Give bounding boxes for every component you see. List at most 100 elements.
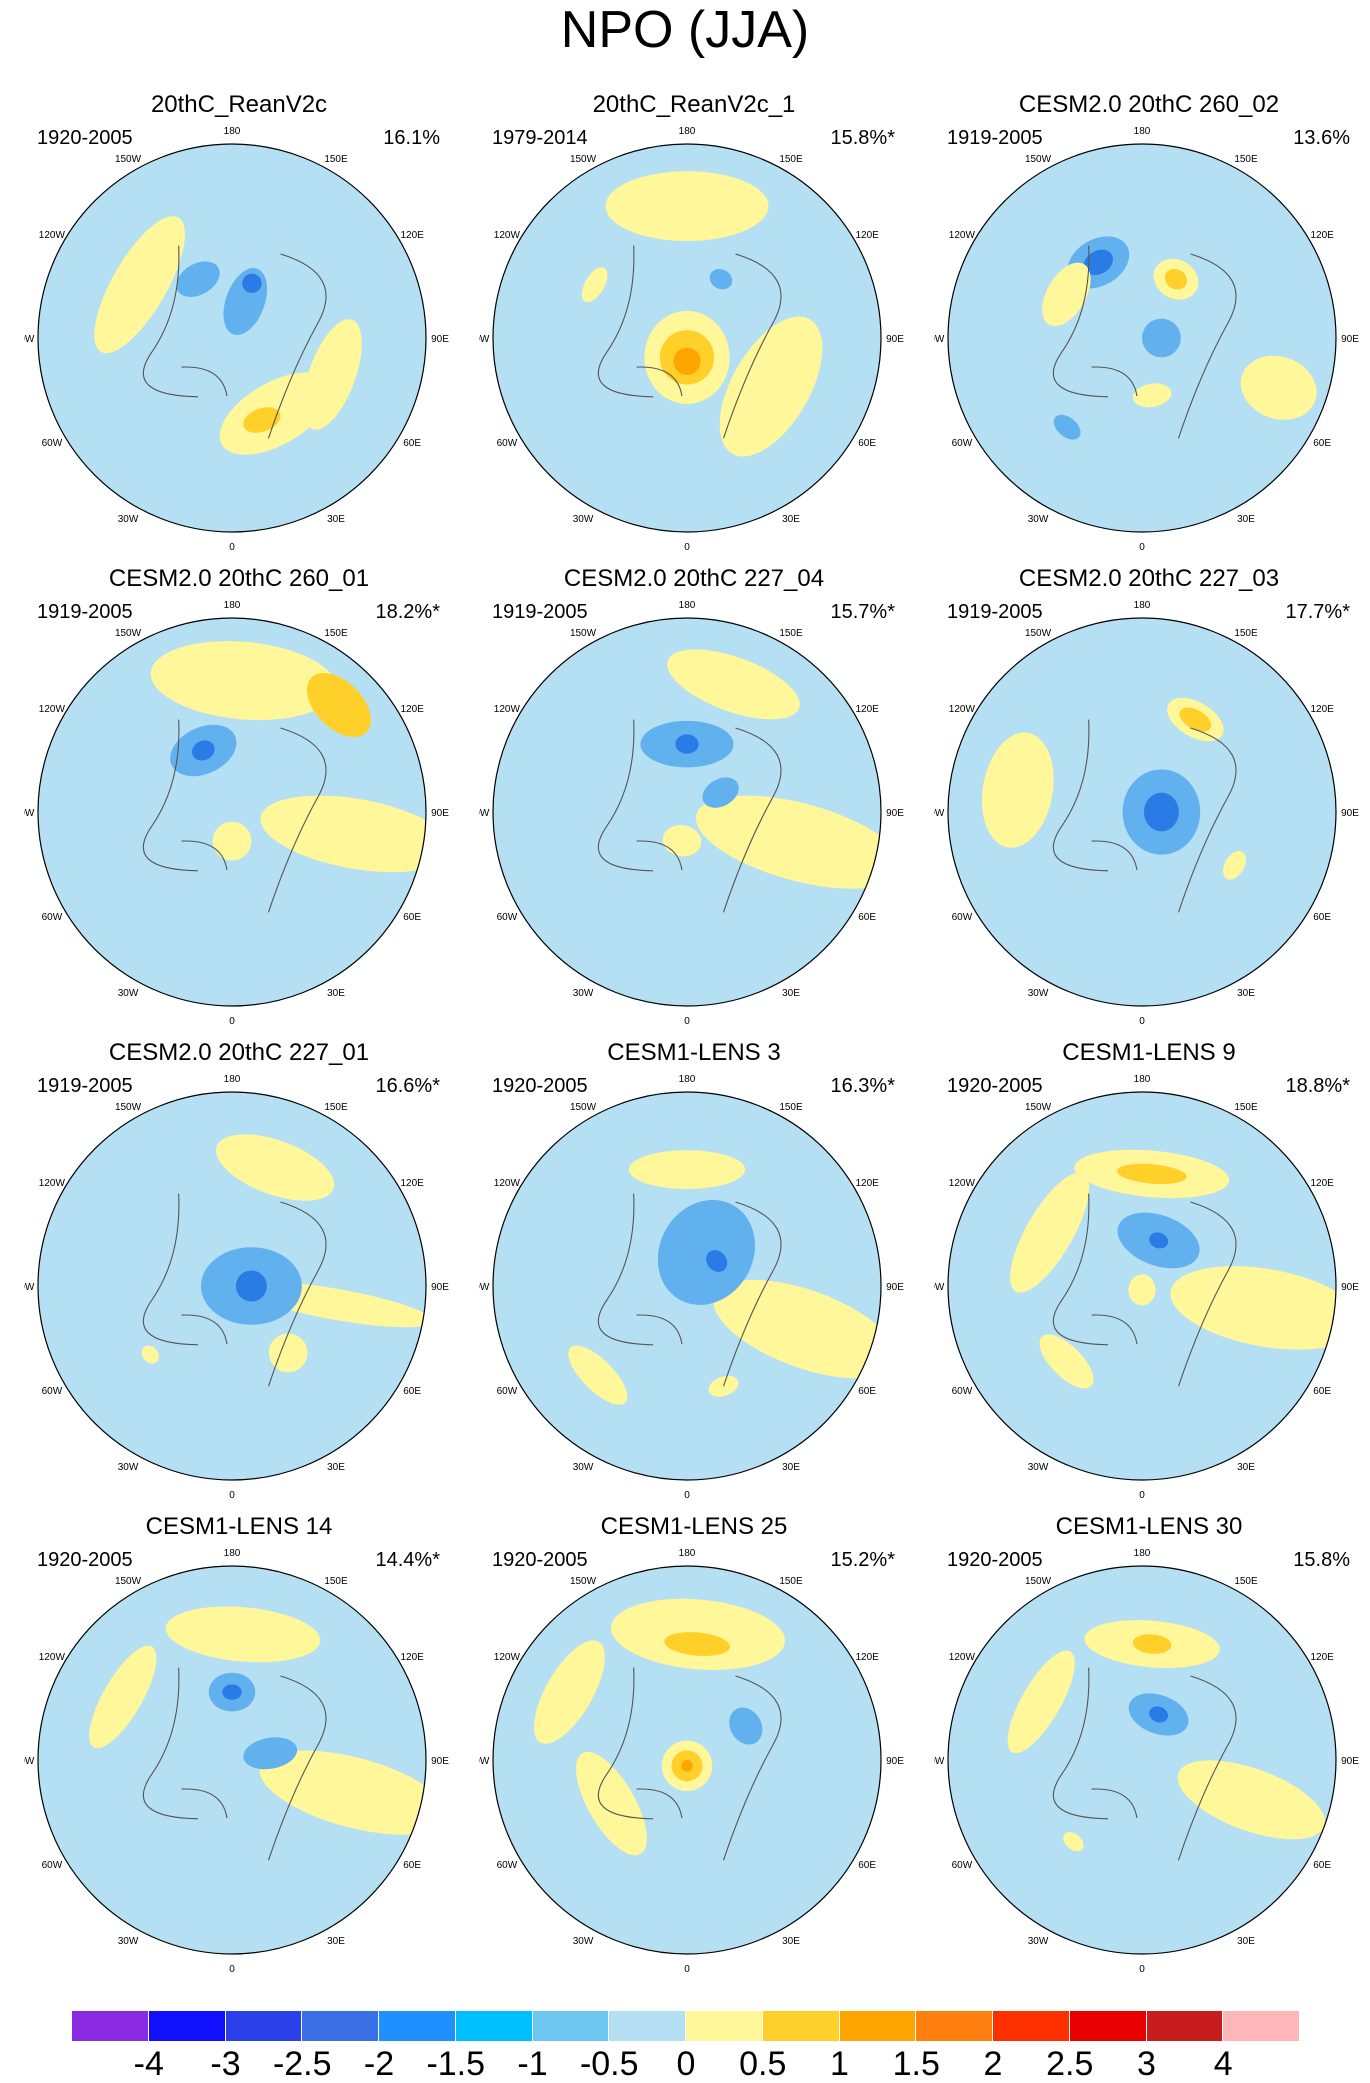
positive-anomaly-region (662, 825, 702, 857)
polar-map: 180 150E 120E 90E 60E 30E 0 30W 60W 90W 120W 150W (934, 1074, 1359, 1501)
coastline (1052, 1667, 1237, 1861)
longitude-label: 180 (224, 1548, 241, 1559)
longitude-label: 150W (115, 154, 142, 165)
map-border (947, 1565, 1337, 1955)
panel-variance: 14.4%* (375, 1549, 441, 1571)
longitude-label: 90E (431, 808, 449, 819)
positive-anomaly-region (713, 1279, 881, 1379)
longitude-label: 60W (952, 1386, 973, 1397)
longitude-label: 0 (1139, 1964, 1145, 1975)
longitude-label: 90E (886, 1756, 904, 1767)
longitude-label: 180 (1134, 126, 1151, 137)
longitude-label: 30E (1237, 988, 1255, 999)
coastline (1052, 1193, 1237, 1387)
map-background (38, 144, 426, 532)
longitude-label: 60W (497, 912, 518, 923)
panel-variance: 17.7%* (1285, 601, 1351, 623)
positive-anomaly-region (708, 1375, 739, 1397)
polar-map: 180 150E 120E 90E 60E 30E 0 30W 60W 90W 120W 150W (479, 600, 904, 1027)
polar-map: 180 150E 120E 90E 60E 30E 0 30W 60W 90W 120W 150W (479, 1548, 904, 1975)
colorbar-label: 3 (1137, 2045, 1156, 2083)
longitude-label: 150W (1025, 1576, 1052, 1587)
longitude-label: 150W (115, 1576, 142, 1587)
longitude-label: 60W (497, 1386, 518, 1397)
colorbar (72, 2011, 1300, 2041)
map-panel: CESM1-LENS 3 1920-2005 16.3%* 180 150E 120E 90… (479, 1040, 909, 1510)
panel-period: 1920-2005 (492, 1075, 588, 1097)
panel-title: CESM1-LENS 30 (1055, 1513, 1243, 1540)
longitude-label: 120E (400, 1652, 424, 1663)
panel-title: CESM2.0 20thC 227_03 (1018, 565, 1280, 592)
negative-anomaly-region (1142, 318, 1181, 358)
map-panel: CESM2.0 20thC 227_03 1919-2005 17.7%* 180 15… (934, 566, 1364, 1036)
longitude-label: 150E (779, 1102, 803, 1113)
longitude-label: 120W (494, 230, 521, 241)
positive-anomaly-region (1128, 1274, 1156, 1306)
negative-anomaly-region (1143, 792, 1179, 832)
longitude-label: 0 (1139, 1016, 1145, 1027)
positive-anomaly-region (216, 1134, 335, 1201)
positive-anomaly-region (1179, 707, 1212, 732)
negative-anomaly-region (709, 268, 733, 290)
colorbar-swatch (148, 2011, 226, 2041)
longitude-label: 150E (779, 154, 803, 165)
figure-title: NPO (JJA) (560, 1, 810, 59)
colorbar-label: 1 (830, 2045, 849, 2083)
longitude-label: 120W (949, 1178, 976, 1189)
colorbar-swatch (379, 2011, 456, 2041)
longitude-label: 150E (779, 1576, 803, 1587)
positive-anomaly-region (302, 319, 362, 430)
longitude-label: 90W (24, 1756, 35, 1767)
coastline (597, 1193, 782, 1387)
longitude-label: 180 (679, 1074, 696, 1085)
longitude-label: 30E (1237, 1936, 1255, 1947)
negative-anomaly-region (1149, 1706, 1169, 1723)
longitude-label: 30E (327, 1462, 345, 1473)
longitude-label: 0 (229, 1964, 235, 1975)
longitude-label: 90E (431, 1756, 449, 1767)
colorbar-swatch (916, 2011, 993, 2041)
longitude-label: 90E (1341, 1282, 1359, 1293)
longitude-label: 60W (42, 438, 63, 449)
map-panel: CESM1-LENS 25 1920-2005 15.2%* 180 150E 120E 9… (479, 1514, 909, 1984)
longitude-label: 120W (39, 1652, 66, 1663)
longitude-label: 120E (400, 230, 424, 241)
colorbar-label: -3 (210, 2045, 241, 2083)
longitude-label: 30W (573, 988, 594, 999)
longitude-label: 120W (949, 230, 976, 241)
positive-anomaly-region (259, 1750, 426, 1835)
longitude-label: 150W (570, 1102, 597, 1113)
longitude-label: 90E (431, 1282, 449, 1293)
longitude-label: 120E (1310, 1652, 1334, 1663)
longitude-label: 30W (118, 1936, 139, 1947)
longitude-label: 150W (1025, 628, 1052, 639)
colorbar-swatch (1146, 2011, 1224, 2041)
longitude-label: 60E (403, 1860, 421, 1871)
colorbar-label: -2 (363, 2045, 395, 2083)
longitude-label: 30E (327, 514, 345, 525)
longitude-label: 0 (684, 1016, 690, 1027)
longitude-label: 90W (934, 808, 945, 819)
map-panel: 20thC_ReanV2c 1920-2005 16.1% 180 150E 120E 90… (24, 92, 454, 562)
longitude-label: 30E (782, 1462, 800, 1473)
positive-anomaly-region (533, 1640, 605, 1744)
map-panel: CESM2.0 20thC 227_04 1919-2005 15.7%* 180 15… (479, 566, 909, 1036)
longitude-label: 120E (855, 1652, 879, 1663)
longitude-label: 150W (115, 1102, 142, 1113)
positive-anomaly-region (1170, 1266, 1336, 1350)
panel-period: 1920-2005 (947, 1549, 1043, 1571)
positive-anomaly-region (1007, 1650, 1075, 1754)
positive-anomaly-region (1042, 262, 1091, 327)
colorbar-label: 1.5 (892, 2045, 940, 2083)
longitude-label: 90W (934, 334, 945, 345)
longitude-label: 60W (42, 1860, 63, 1871)
map-border (492, 143, 882, 533)
longitude-label: 30E (327, 988, 345, 999)
colorbar-swatch (993, 2011, 1070, 2041)
longitude-label: 120E (1310, 704, 1334, 715)
colorbar-label: 2 (983, 2045, 1003, 2083)
panel-title: CESM2.0 20thC 260_01 (108, 565, 370, 592)
colorbar-swatch (609, 2011, 686, 2041)
positive-anomaly-region (1039, 1334, 1094, 1389)
longitude-label: 90E (1341, 1756, 1359, 1767)
